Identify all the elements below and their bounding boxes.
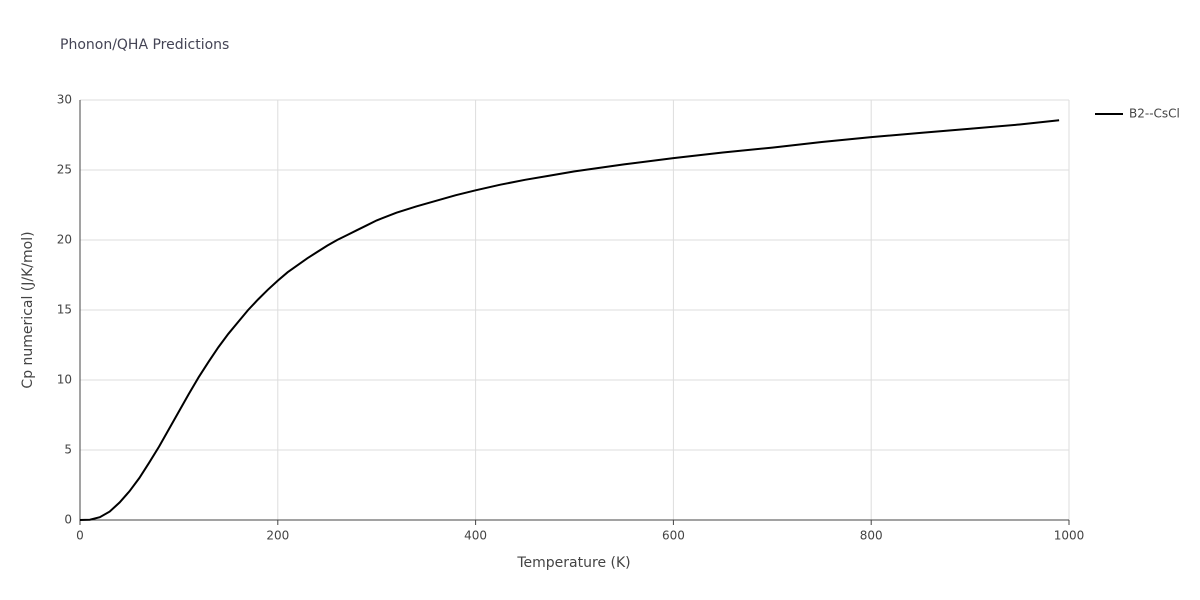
y-tick-label: 15 (57, 303, 72, 317)
x-tick-label: 0 (76, 529, 84, 543)
x-tick-label: 200 (266, 529, 289, 543)
line (79, 119, 1060, 521)
y-tick-label: 20 (57, 233, 72, 247)
x-axis-title: Temperature (K) (516, 555, 630, 571)
y-tick-label: 5 (64, 443, 72, 457)
y-tick-label: 30 (57, 93, 72, 107)
x-tick-label: 800 (860, 529, 883, 543)
legend-label: B2--CsCl (1129, 107, 1180, 121)
chart-title: Phonon/QHA Predictions (60, 37, 229, 53)
x-tick-label: 400 (464, 529, 487, 543)
y-tick-label: 0 (64, 513, 72, 527)
y-axis-title: Cp numerical (J/K/mol) (20, 231, 36, 388)
y-tick-label: 25 (57, 163, 72, 177)
x-tick-label: 600 (662, 529, 685, 543)
x-tick-label: 1000 (1054, 529, 1085, 543)
y-tick-label: 10 (57, 373, 72, 387)
